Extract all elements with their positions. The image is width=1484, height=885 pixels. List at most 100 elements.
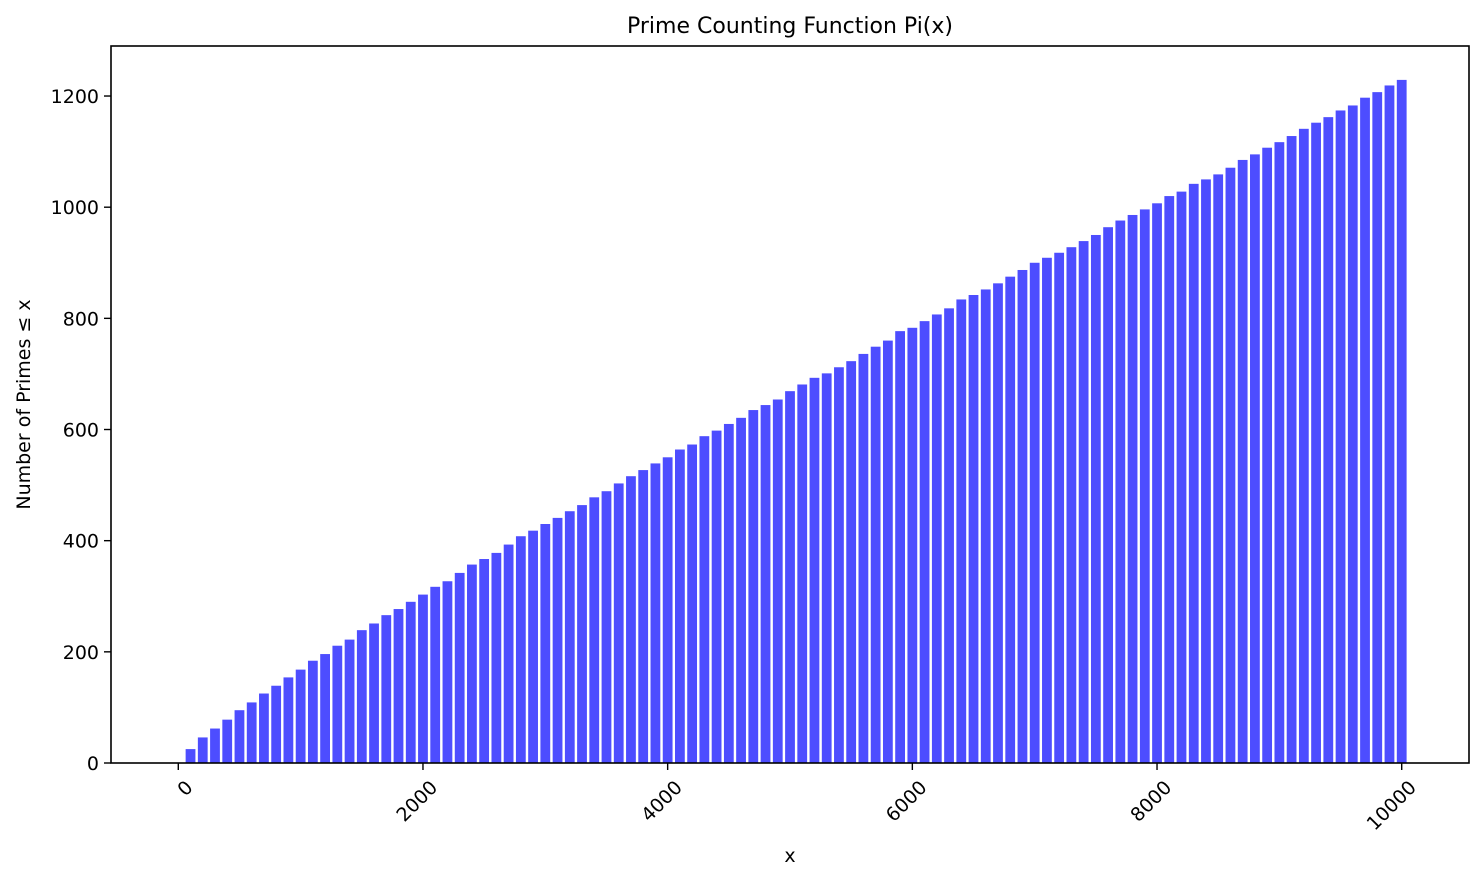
bar (1201, 179, 1211, 763)
bar (381, 615, 392, 763)
bar (846, 361, 857, 763)
y-tick-label: 1000 (51, 197, 99, 219)
y-axis: 0 200 400 600 800 1000 1200 (51, 86, 111, 775)
bar (638, 470, 649, 763)
bar (234, 710, 245, 763)
bar (295, 669, 306, 763)
bar (577, 505, 587, 763)
bar (675, 449, 685, 763)
bar (1176, 191, 1187, 763)
bar (442, 581, 453, 763)
bar (1384, 85, 1395, 763)
bar (564, 511, 575, 763)
bar (259, 693, 269, 763)
bar (515, 536, 526, 763)
bar (1372, 92, 1383, 763)
bar (650, 463, 661, 763)
bar (1396, 79, 1407, 763)
bar (1127, 214, 1138, 764)
bar (1237, 159, 1248, 763)
bar (772, 399, 783, 763)
bar (1335, 110, 1346, 764)
bar (785, 391, 795, 763)
y-tick-label: 0 (87, 753, 99, 775)
bar (1103, 227, 1113, 763)
bar (1029, 262, 1040, 763)
bar (552, 517, 563, 763)
bar (1274, 142, 1285, 763)
bar (1213, 174, 1224, 763)
bar (418, 594, 428, 763)
bar (821, 373, 832, 763)
bar (369, 623, 379, 763)
y-tick-label: 200 (63, 642, 99, 664)
bar (944, 308, 954, 763)
bar (748, 410, 759, 763)
bar (858, 353, 869, 763)
bar (503, 544, 514, 763)
bars-layer (185, 79, 1407, 764)
bar (1152, 203, 1162, 764)
bar (956, 299, 967, 763)
bar (405, 601, 416, 763)
bar (760, 405, 771, 763)
bar (332, 645, 343, 763)
bar (1139, 209, 1150, 763)
bar (931, 314, 942, 763)
bar (1042, 257, 1052, 763)
bar (1323, 117, 1334, 763)
bar (907, 327, 918, 763)
y-tick-label: 600 (63, 420, 99, 442)
bar (662, 457, 673, 763)
bar (687, 444, 698, 763)
bar (1017, 269, 1028, 763)
bar (210, 728, 220, 763)
bar (699, 436, 710, 763)
y-tick-label: 800 (63, 308, 99, 330)
bar (271, 685, 282, 763)
bar (736, 417, 746, 763)
bar (197, 737, 208, 763)
chart-title: Prime Counting Function Pi(x) (627, 14, 953, 39)
bar (283, 677, 294, 763)
bar (1115, 220, 1126, 763)
x-axis-label: x (784, 845, 795, 867)
bar (393, 609, 404, 763)
bar (1164, 196, 1175, 763)
bar (1188, 183, 1199, 764)
bar (613, 483, 624, 763)
bar (479, 559, 490, 763)
bar (993, 283, 1003, 763)
bar (882, 340, 893, 763)
bar (1347, 105, 1358, 764)
bar (919, 321, 930, 763)
bar (895, 331, 905, 763)
bar (1054, 252, 1065, 763)
bar (809, 377, 820, 763)
bar (1286, 136, 1297, 764)
bar (968, 295, 979, 763)
bar (723, 423, 734, 763)
bar (626, 476, 636, 763)
bar (980, 289, 991, 763)
bar (246, 702, 257, 763)
bar (1225, 167, 1236, 764)
bar (711, 430, 722, 763)
bar (528, 530, 538, 763)
bar (1298, 128, 1309, 763)
bar (467, 564, 477, 763)
bar (589, 497, 600, 763)
y-axis-label: Number of Primes ≤ x (13, 299, 35, 509)
bar (1066, 247, 1077, 763)
bar (601, 491, 612, 763)
bar (1005, 276, 1016, 763)
bar (454, 572, 465, 763)
bar (1250, 154, 1260, 763)
bar (797, 384, 808, 763)
bar (540, 524, 551, 763)
bar (834, 367, 844, 763)
bar (320, 654, 330, 763)
bar (1311, 122, 1321, 763)
bar (356, 630, 367, 763)
